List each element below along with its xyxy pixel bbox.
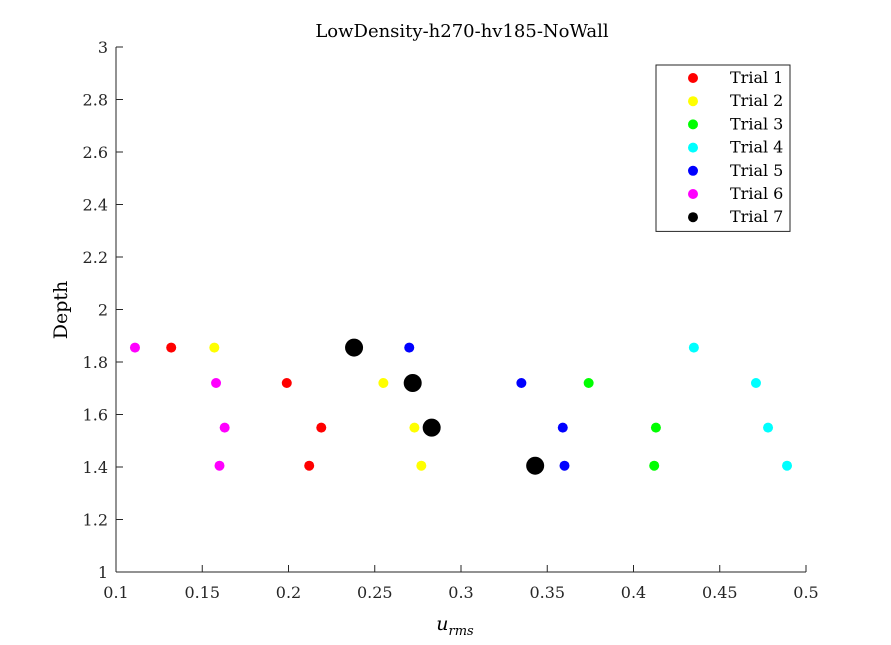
x-axis-label-subscript: rms <box>449 624 475 639</box>
y-tick-label: 1.6 <box>83 406 108 425</box>
y-tick-label: 2.2 <box>83 248 108 267</box>
y-tick-label: 2.8 <box>83 91 108 110</box>
data-points <box>129 338 793 475</box>
y-tick-label: 1.2 <box>83 511 108 530</box>
x-axis: 0.1 0.15 0.2 0.25 0.3 0.35 0.4 0.45 0.5 <box>103 565 819 602</box>
x-tick-label: 0.5 <box>793 583 818 602</box>
legend-label: Trial 3 <box>730 114 783 133</box>
x-tick-label: 0.15 <box>184 583 220 602</box>
data-point <box>559 460 570 471</box>
x-tick-label: 0.3 <box>448 583 473 602</box>
data-point <box>763 422 774 433</box>
x-tick-label: 0.25 <box>357 583 393 602</box>
chart-title: LowDensity-h270-hv185-NoWall <box>315 21 609 42</box>
x-tick-label: 0.35 <box>529 583 565 602</box>
data-point <box>422 418 441 437</box>
data-point <box>345 338 364 357</box>
y-tick-label: 2.6 <box>83 143 108 162</box>
x-tick-label: 0.1 <box>103 583 128 602</box>
legend-label: Trial 2 <box>730 91 783 110</box>
y-tick-label: 1.4 <box>83 458 108 477</box>
data-point <box>304 460 315 471</box>
legend-marker <box>688 189 698 199</box>
data-point <box>782 460 793 471</box>
x-tick-label: 0.45 <box>702 583 738 602</box>
x-axis-label: urms <box>436 613 474 639</box>
data-point <box>650 422 661 433</box>
legend-marker <box>688 165 698 176</box>
legend-label: Trial 4 <box>730 138 783 157</box>
y-tick-label: 3 <box>98 38 108 57</box>
legend-marker <box>688 212 698 223</box>
x-axis-label-base: u <box>436 613 448 635</box>
data-point <box>209 342 220 353</box>
y-tick-label: 2.4 <box>83 196 108 215</box>
data-point <box>583 378 594 388</box>
data-point <box>281 378 292 388</box>
data-point <box>750 378 761 388</box>
data-point <box>211 378 222 388</box>
data-point <box>557 422 568 433</box>
legend-box <box>655 64 791 232</box>
legend-label: Trial 6 <box>730 184 783 203</box>
y-axis: 1 1.2 1.4 1.6 1.8 2 2.2 2.4 2.6 2.8 3 <box>83 38 123 582</box>
data-point <box>416 460 427 471</box>
legend: Trial 1 Trial 2 Trial 3 Trial 4 Trial 5 Trial… <box>655 64 791 232</box>
legend-marker <box>688 96 698 107</box>
data-point <box>219 422 230 433</box>
y-tick-label: 2 <box>98 301 108 320</box>
y-tick-label: 1.8 <box>83 353 108 372</box>
legend-label: Trial 1 <box>730 68 783 87</box>
data-point <box>166 342 177 353</box>
data-point <box>409 422 420 433</box>
y-tick-label: 1 <box>98 563 108 582</box>
data-point <box>404 342 415 353</box>
data-point <box>688 342 699 353</box>
data-point <box>316 422 327 433</box>
x-tick-label: 0.2 <box>276 583 301 602</box>
data-point <box>403 374 422 392</box>
data-point <box>214 460 225 471</box>
legend-marker <box>688 119 698 130</box>
data-point <box>516 378 527 388</box>
x-tick-label: 0.4 <box>621 583 646 602</box>
data-point <box>649 460 660 471</box>
data-point <box>129 342 140 353</box>
legend-marker <box>688 73 698 83</box>
y-axis-label: Depth <box>50 281 72 340</box>
legend-label: Trial 7 <box>730 207 783 226</box>
legend-marker <box>688 142 698 153</box>
legend-label: Trial 5 <box>730 161 783 180</box>
data-point <box>526 456 545 475</box>
data-point <box>378 378 389 388</box>
